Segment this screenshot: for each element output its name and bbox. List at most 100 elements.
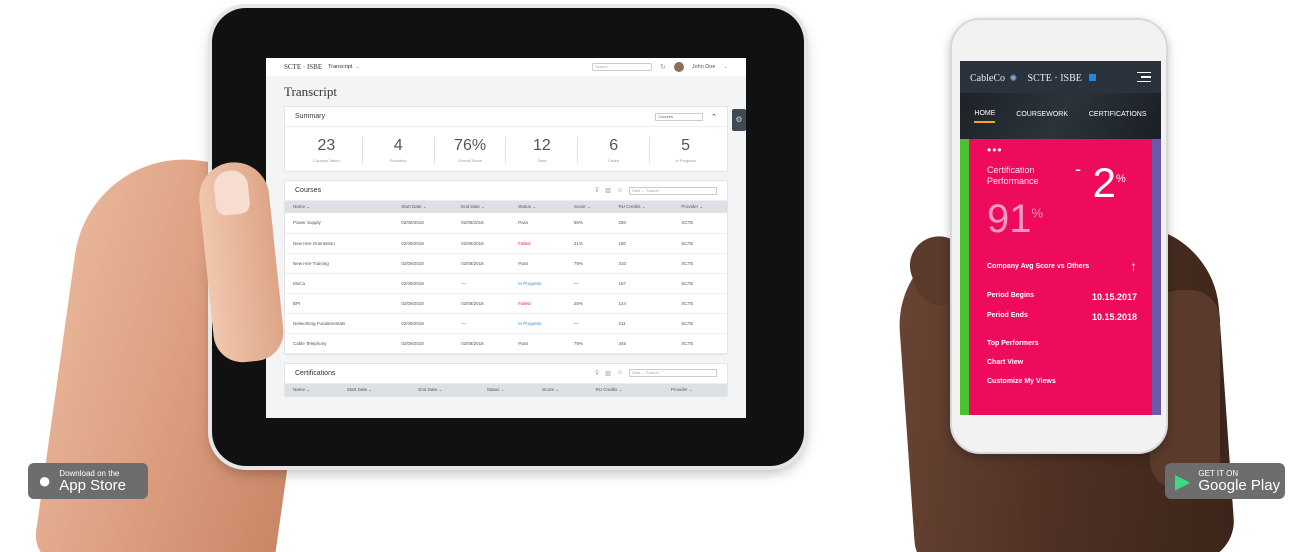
column-header[interactable]: Name ⌄ [285, 201, 394, 213]
settings-icon[interactable]: ☺ [616, 370, 623, 376]
chevron-down-icon[interactable]: ⌄ [355, 64, 360, 70]
phone-tabs: HOME COURSEWORK CERTIFICATIONS [960, 93, 1161, 139]
phone-device: CableCo ✺ SCTE · ISBE HOME COURSEWORK CE… [950, 18, 1168, 454]
column-header[interactable]: Status ⌄ [510, 201, 566, 213]
table-cell: 02/09/2018 [393, 273, 454, 294]
table-row[interactable]: Cable Telephony 02/09/2018 02/08/2018 Pass 7… [285, 333, 727, 354]
column-header[interactable]: RU Credits ⌄ [587, 383, 663, 396]
column-header[interactable]: Provider ⌄ [673, 201, 727, 213]
cableco-mark-icon: ✺ [1009, 73, 1017, 83]
stat-value: 76% [454, 137, 487, 154]
table-cell: Pass [510, 333, 566, 354]
tab-home[interactable]: HOME [974, 110, 996, 123]
settings-icon[interactable]: ☺ [616, 187, 623, 194]
column-header[interactable]: Status ⌄ [478, 383, 535, 396]
delta-value: - 2% [1075, 159, 1126, 206]
courses-title: Courses [295, 187, 322, 194]
column-header[interactable]: Score ⌄ [534, 383, 588, 396]
summary-title: Summary [295, 113, 325, 120]
table-cell: 02/09/2018 [393, 233, 454, 254]
table-cell: 79% [565, 253, 611, 274]
table-cell: Failed [510, 233, 566, 254]
phone-topbar: CableCo ✺ SCTE · ISBE [960, 61, 1161, 93]
apple-icon: ● [38, 468, 52, 493]
table-cell: 02/08/2018 [453, 213, 511, 234]
courses-card: Courses ⊽ ▥ ☺ Date ⌄ Search Name ⌄ Start … [284, 180, 728, 355]
column-header[interactable]: Start Date ⌄ [393, 201, 454, 213]
table-cell: SCTE [673, 333, 727, 354]
tab-certifications[interactable]: CERTIFICATIONS [1088, 110, 1147, 118]
stat-label: Providers [389, 158, 407, 163]
stat-value: 4 [393, 137, 403, 154]
stat-label: Courses Taken [313, 158, 340, 163]
table-cell: 02/08/2018 [453, 293, 511, 314]
certification-panel: ••• Certification Performance - 2% 91% C… [960, 139, 1161, 415]
chevron-up-icon[interactable]: ⌃ [711, 113, 717, 121]
summary-stat: 5 In Progress [650, 137, 721, 163]
avatar[interactable] [673, 62, 684, 72]
filter-icon[interactable]: ⊽ [594, 188, 600, 194]
cableco-logo[interactable]: CableCo [970, 73, 1005, 84]
breadcrumb[interactable]: Transcript [328, 64, 353, 70]
table-row[interactable]: MoCa 02/09/2018— In Progress —167 SCTE [285, 273, 727, 294]
columns-icon[interactable]: ▥ [605, 188, 611, 194]
courses-table: Name ⌄ Start Date ⌄ End Date ⌄ Status ⌄ Scor… [285, 201, 727, 354]
phone-screen: CableCo ✺ SCTE · ISBE HOME COURSEWORK CE… [960, 61, 1161, 415]
column-header[interactable]: End Date ⌄ [453, 201, 511, 213]
table-cell: 65% [565, 213, 611, 234]
table-cell: BPI [285, 293, 394, 314]
table-cell: 167 [610, 273, 674, 294]
table-cell: In Progress [510, 313, 566, 334]
link-top-performers[interactable]: Top Performers [987, 340, 1039, 347]
courses-search-input[interactable]: Date ⌄ Search [629, 186, 717, 195]
column-header[interactable]: Start Date ⌄ [338, 383, 411, 396]
link-chart-view[interactable]: Chart View [987, 359, 1024, 366]
menu-icon[interactable] [1137, 71, 1151, 83]
more-options-icon[interactable]: ••• [987, 143, 1003, 157]
google-play-badge[interactable]: ▶ GET IT ON Google Play [1165, 463, 1285, 499]
period-ends-value: 10.15.2018 [1091, 312, 1137, 322]
certifications-title: Certifications [295, 369, 336, 377]
table-cell: 02/08/2018 [453, 233, 511, 254]
columns-icon[interactable]: ▥ [605, 370, 611, 377]
table-cell: 31% [565, 233, 611, 254]
certifications-search-input[interactable]: Date ⌄ Search [629, 369, 717, 377]
column-header[interactable]: Score ⌄ [565, 201, 611, 213]
side-settings-button[interactable]: ⚙ [732, 109, 746, 131]
table-row[interactable]: BPI 02/09/2018 02/08/2018 Failed 28% 144 SCTE [285, 293, 727, 314]
column-header[interactable]: RU Credits ⌄ [610, 201, 674, 213]
table-cell: 02/08/2018 [453, 253, 511, 274]
summary-stat: 76% Overall Score [435, 137, 507, 163]
summary-select[interactable]: Courses [655, 112, 704, 121]
table-cell: 310 [610, 253, 674, 274]
table-cell: MoCa [285, 273, 394, 294]
table-cell: New Hire Training [285, 253, 394, 274]
table-cell: SCTE [673, 273, 727, 294]
summary-stat: 6 Failed [578, 137, 651, 163]
user-name[interactable]: John Doe [691, 64, 716, 70]
brand-logo[interactable]: SCTE · ISBE [284, 63, 323, 71]
chevron-down-icon[interactable]: ⌄ [723, 64, 728, 70]
app-store-badge[interactable]: ● Download on the App Store [28, 463, 148, 499]
stat-label: Pass [537, 158, 547, 163]
table-row[interactable]: Networking Fundamentals 02/09/2018— In Pro… [285, 313, 727, 334]
column-header[interactable]: Provider ⌄ [662, 383, 727, 396]
table-cell: Networking Fundamentals [285, 313, 394, 334]
notification-icon[interactable]: ↻ [659, 64, 666, 71]
link-customize-views[interactable]: Customize My Views [987, 378, 1056, 385]
filter-icon[interactable]: ⊽ [594, 370, 600, 377]
table-cell: 144 [610, 293, 674, 314]
summary-card: Summary Courses ⌃ 23 Courses Taken 4 Provid… [284, 106, 728, 172]
table-row[interactable]: New Hire Training 02/09/2018 02/08/2018 Pas… [285, 253, 727, 274]
page-title: Transcript [284, 84, 337, 99]
table-cell: Cable Telephony [285, 333, 394, 354]
certifications-card: Certifications ⊽ ▥ ☺ Date ⌄ Search Name … [284, 362, 728, 397]
table-row[interactable]: Power Supply 02/09/2018 02/08/2018 Pass 65% 2… [285, 213, 727, 234]
search-input[interactable]: Search [591, 63, 652, 71]
tab-coursework[interactable]: COURSEWORK [1016, 110, 1068, 118]
scte-logo[interactable]: SCTE · ISBE [1027, 73, 1082, 84]
table-row[interactable]: New Hire Orientation 02/09/2018 02/08/2018… [285, 233, 727, 254]
column-header[interactable]: End Date ⌄ [410, 383, 479, 396]
column-header[interactable]: Name ⌄ [285, 383, 339, 396]
